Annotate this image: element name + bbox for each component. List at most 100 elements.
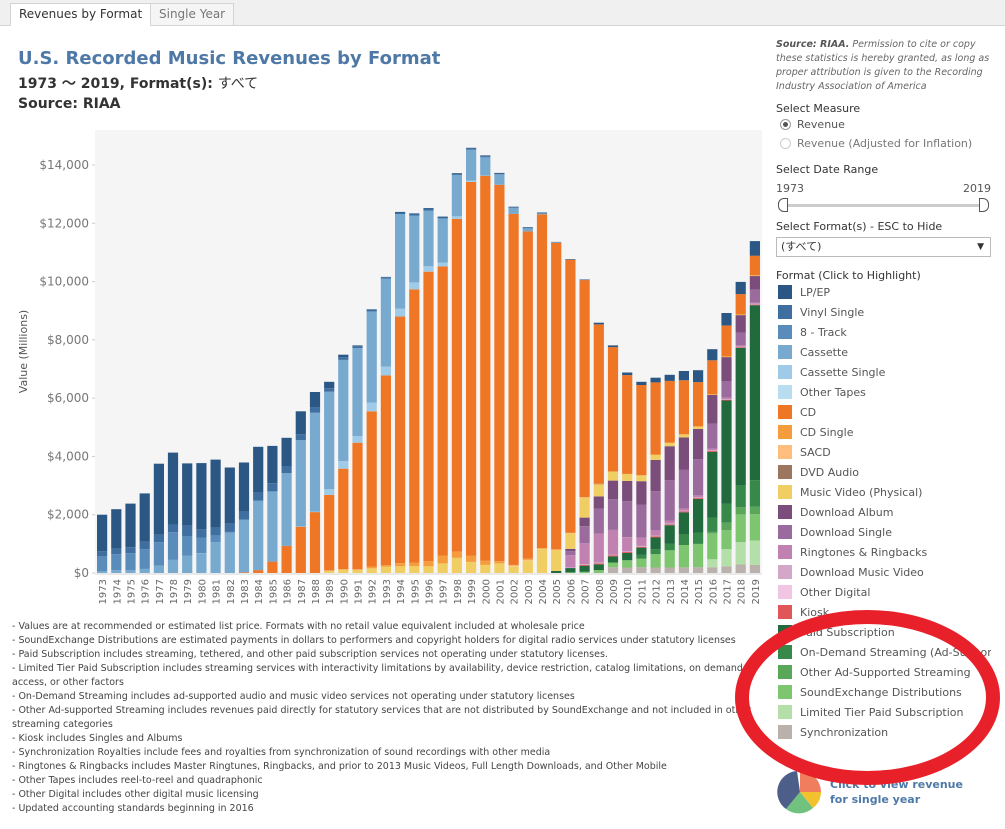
legend-item[interactable]: LP/EP: [776, 282, 991, 302]
bar-segment: [352, 348, 363, 436]
bar-segment: [451, 557, 462, 573]
footnote-line: - On-Demand Streaming includes ad-suppor…: [12, 691, 575, 702]
bar-segment: [650, 537, 661, 550]
legend-item[interactable]: Ringtones & Ringbacks: [776, 542, 991, 562]
bar-segment: [338, 357, 349, 360]
bar-segment: [565, 548, 576, 552]
bar-segment: [522, 228, 533, 232]
slider-end-handle[interactable]: [979, 198, 989, 212]
slider-track: [782, 204, 985, 207]
bar-segment: [593, 322, 604, 325]
bar-segment: [409, 215, 420, 283]
legend-item[interactable]: On-Demand Streaming (Ad-Supported): [776, 642, 991, 662]
x-tick-label: 2011: [637, 579, 648, 604]
bar-segment: [735, 564, 746, 573]
legend-item[interactable]: DVD Audio: [776, 462, 991, 482]
slider-start-handle[interactable]: [778, 198, 788, 212]
bar-segment: [508, 564, 519, 566]
footnote-line: - SoundExchange Distributions are estima…: [12, 635, 736, 646]
x-tick-label: 1998: [453, 579, 464, 604]
bar-segment: [437, 555, 448, 564]
legend-swatch: [778, 685, 792, 699]
legend-swatch: [778, 545, 792, 559]
format-select[interactable]: (すべて) ▼: [776, 237, 991, 257]
x-tick-label: 1988: [311, 579, 322, 604]
radio-unselected-icon: [780, 138, 791, 149]
legend-item[interactable]: Other Ad-Supported Streaming: [776, 662, 991, 682]
bar-segment: [423, 266, 434, 272]
legend-item[interactable]: Music Video (Physical): [776, 482, 991, 502]
legend-item[interactable]: Kiosk: [776, 602, 991, 622]
legend-label: SACD: [800, 445, 831, 459]
bar-segment: [721, 400, 732, 504]
bar-segment: [437, 262, 448, 267]
measure-option-revenue[interactable]: Revenue: [780, 115, 991, 134]
legend-item[interactable]: Download Album: [776, 502, 991, 522]
tab-revenues-by-format[interactable]: Revenues by Format: [10, 3, 152, 26]
bar-segment: [749, 514, 760, 541]
legend-item[interactable]: SACD: [776, 442, 991, 462]
bar-segment: [253, 500, 264, 571]
legend-item[interactable]: Paid Subscription: [776, 622, 991, 642]
bar-segment: [607, 480, 619, 500]
bar-segment: [139, 568, 150, 573]
footnote-line: - Other Ad-supported Streaming includes …: [12, 705, 752, 730]
legend-item[interactable]: CD: [776, 402, 991, 422]
bar-segment: [579, 543, 590, 564]
bar-segment: [664, 442, 675, 447]
legend-item[interactable]: Cassette: [776, 342, 991, 362]
legend-label: Vinyl Single: [800, 305, 865, 319]
legend-swatch: [778, 645, 792, 659]
legend-item[interactable]: Synchronization: [776, 722, 991, 742]
bar-segment: [253, 492, 264, 501]
x-tick-label: 1979: [183, 579, 194, 604]
bar-segment: [224, 531, 235, 533]
single-year-link[interactable]: Click to view revenue for single year: [776, 768, 970, 816]
legend-label: On-Demand Streaming (Ad-Supported): [800, 645, 991, 659]
x-tick-label: 1976: [141, 579, 152, 604]
legend-item[interactable]: Vinyl Single: [776, 302, 991, 322]
legend-swatch: [778, 485, 792, 499]
legend-item[interactable]: CD Single: [776, 422, 991, 442]
footnote-line: - Limited Tier Paid Subscription include…: [12, 663, 743, 688]
x-tick-label: 2012: [652, 579, 663, 604]
bar-segment: [636, 475, 647, 482]
bar-segment: [522, 559, 533, 561]
legend-item[interactable]: Download Music Video: [776, 562, 991, 582]
subtitle-format: すべて: [217, 76, 259, 92]
x-tick-label: 2005: [552, 579, 563, 604]
bar-segment: [182, 463, 193, 526]
legend-item[interactable]: Other Digital: [776, 582, 991, 602]
legend-label: Music Video (Physical): [800, 485, 923, 499]
x-tick-label: 1997: [439, 579, 450, 604]
bar-segment: [593, 484, 604, 497]
legend-label: Other Digital: [800, 585, 871, 599]
tab-single-year[interactable]: Single Year: [150, 3, 235, 25]
legend-item[interactable]: Other Tapes: [776, 382, 991, 402]
date-range-slider[interactable]: [776, 198, 991, 212]
legend-item[interactable]: Limited Tier Paid Subscription: [776, 702, 991, 722]
footnote-line: - Other Tapes includes reel-to-reel and …: [12, 775, 263, 786]
bar-segment: [607, 345, 619, 348]
bar-segment: [607, 556, 619, 563]
bar-segment: [324, 388, 335, 392]
bar-segment: [636, 385, 647, 476]
legend-swatch: [778, 525, 792, 539]
bar-segment: [380, 375, 391, 566]
bar-segment: [678, 510, 689, 512]
x-tick-label: 1993: [382, 579, 393, 604]
legend-item[interactable]: SoundExchange Distributions: [776, 682, 991, 702]
bar-segment: [721, 397, 732, 400]
legend-item[interactable]: Cassette Single: [776, 362, 991, 382]
bar-segment: [309, 407, 321, 413]
bar-segment: [650, 549, 661, 555]
bar-segment: [536, 547, 548, 549]
legend-item[interactable]: Download Single: [776, 522, 991, 542]
measure-option-inflation-adjusted[interactable]: Revenue (Adjusted for Inflation): [780, 134, 991, 153]
legend-item[interactable]: 8 - Track: [776, 322, 991, 342]
bar-segment: [707, 360, 718, 395]
bar-segment: [182, 555, 193, 573]
bar-segment: [366, 402, 377, 412]
bar-segment: [97, 571, 108, 573]
bar-segment: [409, 562, 420, 566]
